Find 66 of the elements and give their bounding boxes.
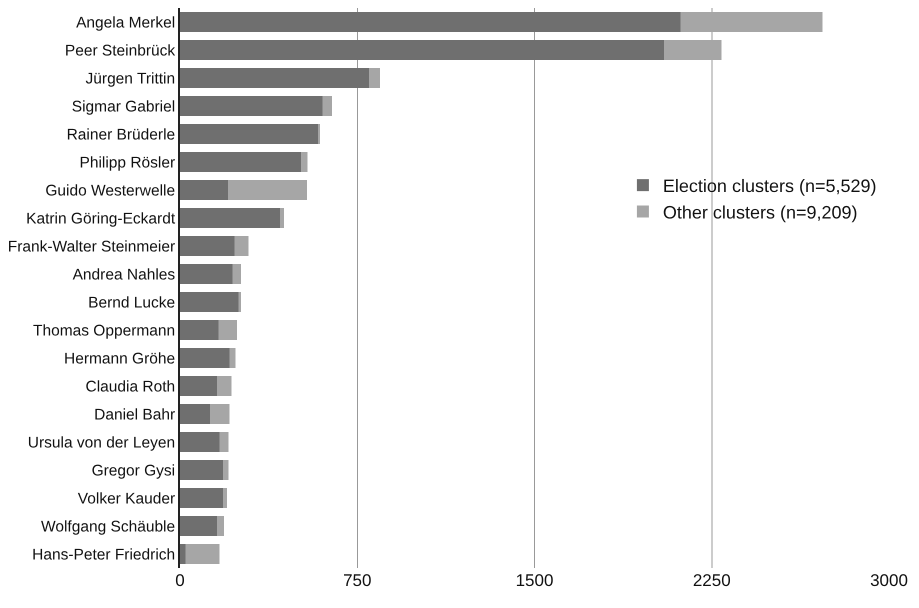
bar (369, 68, 380, 88)
bar (230, 348, 236, 368)
y-tick-label: Guido Westerwelle (45, 182, 176, 200)
legend-label: Election clusters (n=5,529) (662, 176, 877, 196)
y-tick-label: Ursula von der Leyen (28, 434, 176, 452)
y-tick-label: Gregor Gysi (92, 462, 176, 480)
y-tick-label: Angela Merkel (76, 14, 176, 32)
y-tick-label: Bernd Lucke (88, 294, 176, 312)
x-tick-label: 750 (343, 571, 372, 590)
bar (180, 180, 228, 200)
bar (180, 40, 664, 60)
bar (180, 264, 233, 284)
y-tick-label: Thomas Oppermann (32, 322, 176, 340)
bar (210, 404, 230, 424)
y-tick-label: Katrin Göring-Eckardt (26, 210, 176, 228)
bar (180, 376, 218, 396)
bar (180, 460, 223, 480)
legend-label: Other clusters (n=9,209) (662, 202, 858, 223)
bar (180, 292, 238, 312)
y-tick-label: Volker Kauder (78, 490, 176, 508)
y-tick-label: Peer Steinbrück (64, 42, 176, 60)
bar (180, 12, 680, 32)
bar (185, 544, 220, 564)
bar (234, 236, 249, 256)
y-tick-label: Frank-Walter Steinmeier (8, 238, 176, 256)
bar (180, 488, 223, 508)
bar (180, 96, 323, 116)
bar (222, 488, 228, 508)
y-tick-label: Hermann Gröhe (64, 350, 176, 368)
bar (218, 320, 237, 340)
y-tick-label: Claudia Roth (86, 378, 176, 396)
y-tick-label: Rainer Brüderle (66, 126, 176, 144)
bar (232, 264, 242, 284)
bar (180, 404, 210, 424)
bar (180, 152, 302, 172)
bar (301, 152, 308, 172)
x-tick-label: 0 (175, 571, 185, 590)
bar (280, 208, 284, 228)
bar (228, 180, 308, 200)
bar (217, 516, 224, 536)
bar (180, 432, 220, 452)
y-tick-label: Daniel Bahr (94, 406, 176, 424)
bar (680, 12, 822, 32)
bar (180, 236, 234, 256)
y-tick-label: Andrea Nahles (72, 266, 176, 284)
bar (180, 208, 280, 228)
x-tick-label: 3000 (870, 571, 908, 590)
bar (180, 544, 186, 564)
y-tick-label: Hans-Peter Friedrich (32, 546, 176, 564)
y-tick-label: Philipp Rösler (80, 154, 176, 172)
bar (664, 40, 722, 60)
bar (322, 96, 332, 116)
bar (222, 460, 229, 480)
bar (180, 68, 370, 88)
y-tick-label: Jürgen Trittin (86, 70, 176, 88)
bar (180, 348, 230, 368)
bar (219, 432, 229, 452)
x-tick-label: 2250 (692, 571, 731, 590)
y-tick-label: Sigmar Gabriel (72, 98, 176, 116)
bar (180, 516, 218, 536)
x-tick-label: 1500 (516, 571, 554, 590)
bar (238, 292, 242, 312)
bar (217, 376, 232, 396)
bar (180, 320, 219, 340)
bar (180, 124, 319, 144)
y-tick-label: Wolfgang Schäuble (40, 518, 176, 536)
